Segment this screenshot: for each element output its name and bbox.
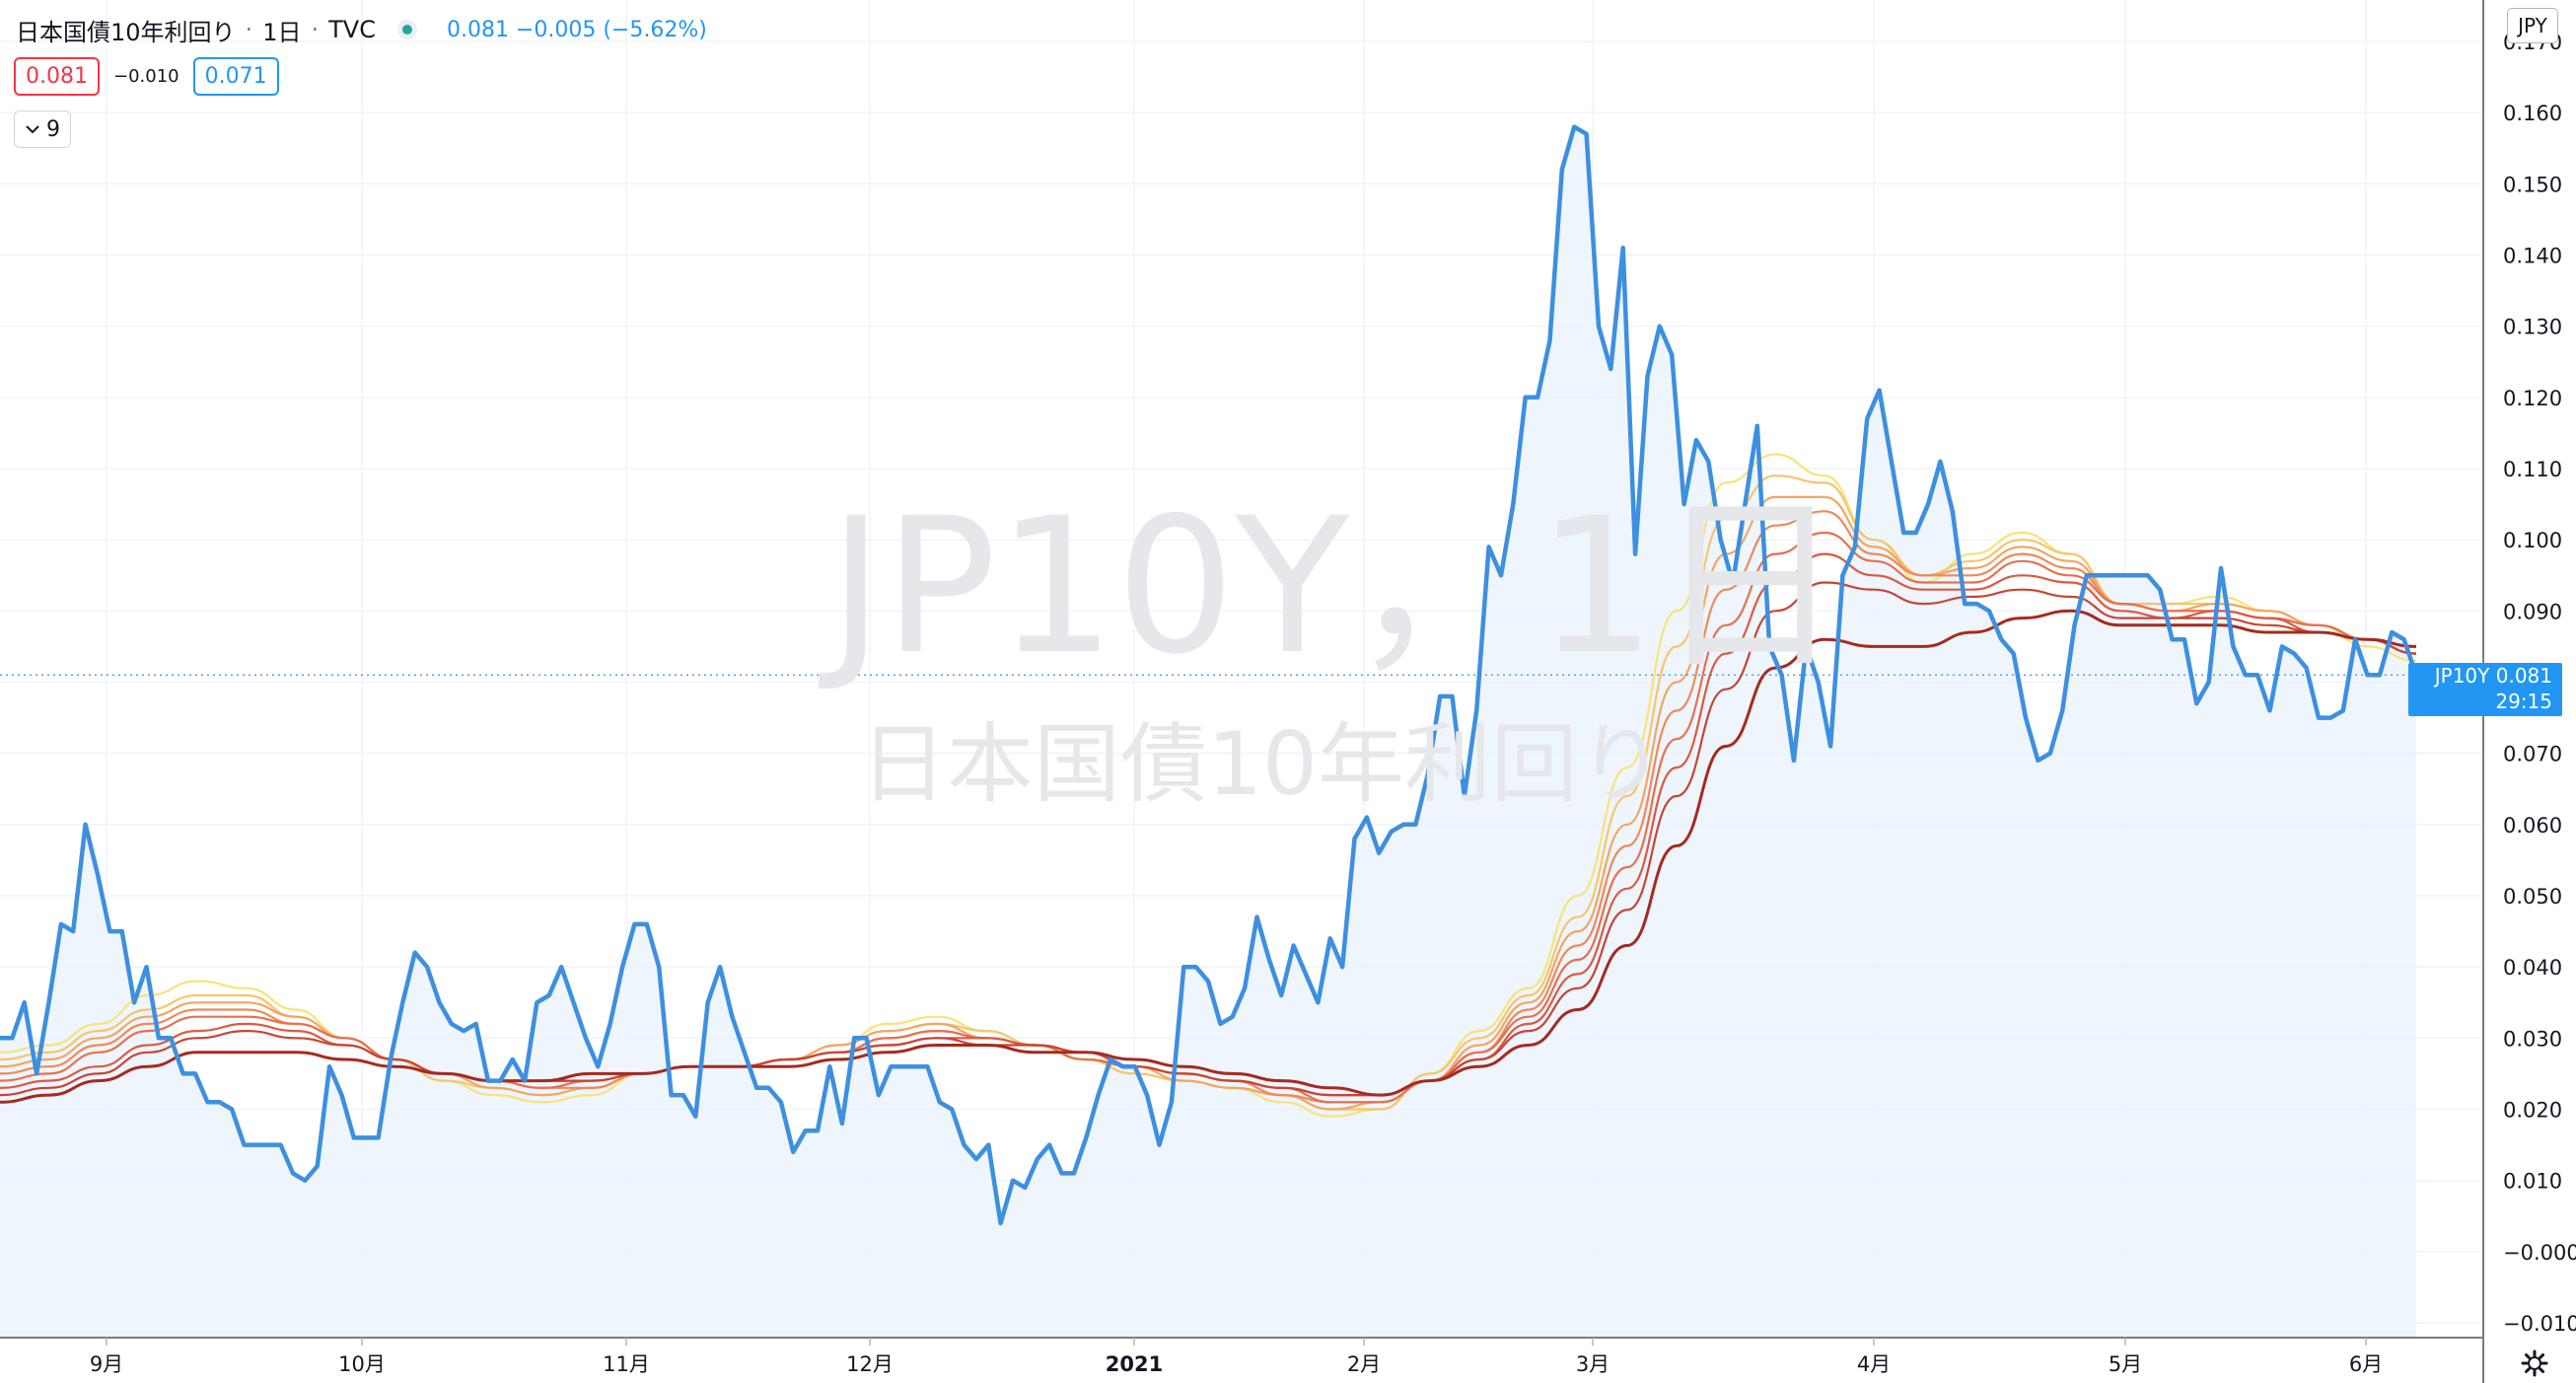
x-axis-labels: 9月 10月 11月 12月 2021 2月 3月 4月 5月 6月 — [90, 1338, 2383, 1376]
x-tick-label: 11月 — [603, 1352, 650, 1376]
y-tick-label: 0.100 — [2503, 529, 2562, 552]
y-tick-label: 0.130 — [2503, 316, 2562, 339]
x-tick-label: 6月 — [2349, 1352, 2383, 1376]
indicator-value-left: 0.081 — [14, 57, 100, 96]
indicator-count: 9 — [46, 116, 60, 142]
last-change: 0.081 −0.005 (−5.62%) — [446, 17, 707, 42]
market-status-icon[interactable] — [396, 20, 417, 39]
watermark-name: 日本国債10年利回り — [860, 713, 1665, 815]
currency-button[interactable]: JPY — [2507, 8, 2558, 43]
x-tick-label: 2月 — [1347, 1352, 1381, 1376]
x-tick-label: 5月 — [2109, 1352, 2142, 1376]
price-series — [0, 124, 2419, 1226]
indicator-values: 0.081 −0.010 0.071 — [14, 57, 279, 96]
x-tick-label: 9月 — [90, 1352, 123, 1376]
y-tick-label: −0.010 — [2503, 1312, 2576, 1336]
y-tick-label: 0.160 — [2503, 102, 2562, 125]
legend-separator: · — [245, 16, 253, 43]
y-tick-label: 0.020 — [2503, 1099, 2562, 1123]
x-tick-label: 12月 — [846, 1352, 894, 1376]
price-label-value: 0.081 — [2495, 664, 2552, 688]
y-tick-label: 0.120 — [2503, 387, 2562, 410]
x-tick-label: 4月 — [1857, 1352, 1891, 1376]
interval-label[interactable]: 1日 — [262, 18, 302, 46]
watermark-ticker: JP10Y，1日 — [828, 477, 1844, 695]
ema-line-7 — [0, 581, 2417, 1097]
indicator-value-middle: −0.010 — [112, 66, 179, 87]
area-fill — [0, 126, 2416, 1339]
price-label-ticker: JP10Y — [2434, 664, 2490, 688]
y-tick-label: 0.030 — [2503, 1027, 2562, 1051]
x-tick-label: 10月 — [338, 1352, 386, 1376]
y-tick-label: 0.140 — [2503, 245, 2562, 268]
x-tick-label: 3月 — [1576, 1352, 1610, 1376]
price-label-countdown: 29:15 — [2495, 690, 2552, 713]
indicators-collapse-button[interactable]: 9 — [14, 110, 71, 148]
symbol-legend[interactable]: 日本国債10年利回り · 1日 · TVC 0.081 −0.005 (−5.6… — [16, 10, 707, 49]
y-tick-label: 0.070 — [2503, 743, 2562, 766]
y-tick-label: 0.040 — [2503, 956, 2562, 980]
legend-separator: · — [311, 16, 320, 43]
exchange-label: TVC — [328, 16, 376, 43]
gear-icon[interactable] — [2521, 1349, 2548, 1377]
indicator-value-right: 0.071 — [192, 57, 279, 96]
y-tick-label: 0.150 — [2503, 173, 2562, 196]
y-tick-label: 0.060 — [2503, 814, 2562, 837]
x-tick-label: 2021 — [1106, 1352, 1163, 1376]
y-tick-label: 0.010 — [2503, 1170, 2562, 1194]
price-area — [0, 126, 2416, 1339]
y-tick-label: 0.050 — [2503, 885, 2562, 909]
y-tick-label: 0.110 — [2503, 458, 2562, 481]
y-tick-label: −0.000 — [2503, 1241, 2576, 1265]
y-tick-label: 0.090 — [2503, 600, 2562, 623]
last-price-label: JP10Y 0.081 29:15 — [2408, 663, 2562, 716]
symbol-name[interactable]: 日本国債10年利回り — [16, 18, 236, 46]
price-line — [0, 124, 2419, 1226]
chevron-down-icon — [26, 125, 39, 134]
